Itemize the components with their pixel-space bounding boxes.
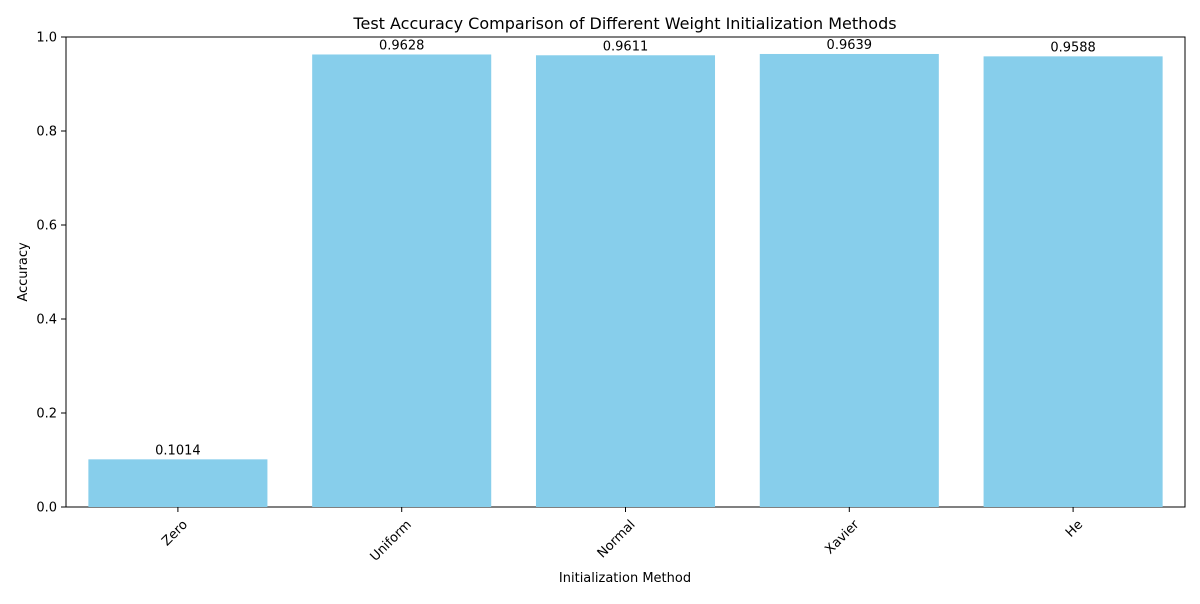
bars-layer: [88, 53, 1163, 508]
bar-value-label: 0.9588: [1050, 40, 1096, 55]
chart-title: Test Accuracy Comparison of Different We…: [352, 14, 896, 33]
y-tick-label: 0.0: [36, 501, 57, 516]
x-tick-label: Xavier: [822, 517, 862, 557]
bar-value-labels: 0.1014 0.9628 0.9611 0.9639 0.9588: [155, 38, 1096, 458]
x-axis: Zero Uniform Normal Xavier He: [159, 507, 1086, 565]
bar-value-label: 0.9639: [827, 38, 873, 53]
x-tick-label: He: [1063, 517, 1086, 540]
y-tick-label: 0.4: [36, 313, 57, 328]
y-tick-label: 0.8: [36, 125, 57, 140]
y-tick-label: 0.6: [36, 219, 57, 234]
bar-he: [983, 56, 1163, 508]
bar-value-label: 0.9628: [379, 38, 425, 53]
y-axis-label: Accuracy: [16, 242, 31, 302]
y-tick-label: 0.2: [36, 407, 57, 422]
bar-normal: [535, 55, 716, 507]
x-tick-label: Zero: [159, 517, 191, 549]
bar-value-label: 0.1014: [155, 443, 201, 458]
x-axis-label: Initialization Method: [559, 571, 691, 586]
bar-zero: [88, 459, 268, 507]
bar-uniform: [312, 54, 492, 507]
y-tick-label: 1.0: [36, 31, 57, 46]
y-axis: 0.0 0.2 0.4 0.6 0.8 1.0: [36, 31, 66, 516]
bar-value-label: 0.9611: [603, 39, 649, 54]
bar-xavier: [759, 53, 939, 507]
x-tick-label: Normal: [595, 517, 639, 561]
x-tick-label: Uniform: [368, 517, 415, 564]
